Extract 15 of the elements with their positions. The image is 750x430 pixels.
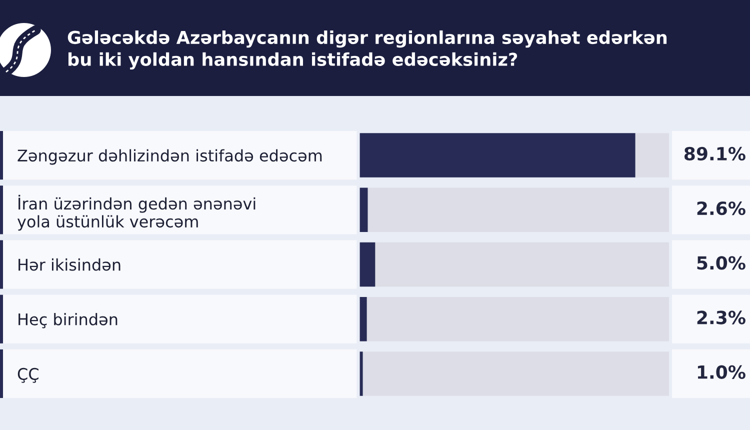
y-tick-label: Heç birindən [18,313,118,328]
y-tick-label: ÇÇ [18,368,38,383]
data-label: 5.0% [697,256,746,270]
bar [360,296,367,342]
data-label: 2.6% [697,201,746,216]
data-label: 89.1% [684,146,746,161]
data-label: 1.0% [698,365,746,379]
y-tick-label: Zəngəzur dəhlizindən istifadə edəcəm [18,149,322,165]
bar [360,188,368,232]
y-tick-label: İran üzərindən gedən ənənəvi yola üstünlük verəcəm [17,194,256,231]
data-label: 2.3% [697,310,746,324]
y-tick-label: Hər ikisindən [18,258,120,271]
bar [360,242,376,287]
bar [360,352,363,396]
chart-title: Gələcəkdə Azərbaycanın digər regionlarına səyahət edərkən bu iki yoldan hansından istifadə edəcəksiniz? [68,30,667,70]
